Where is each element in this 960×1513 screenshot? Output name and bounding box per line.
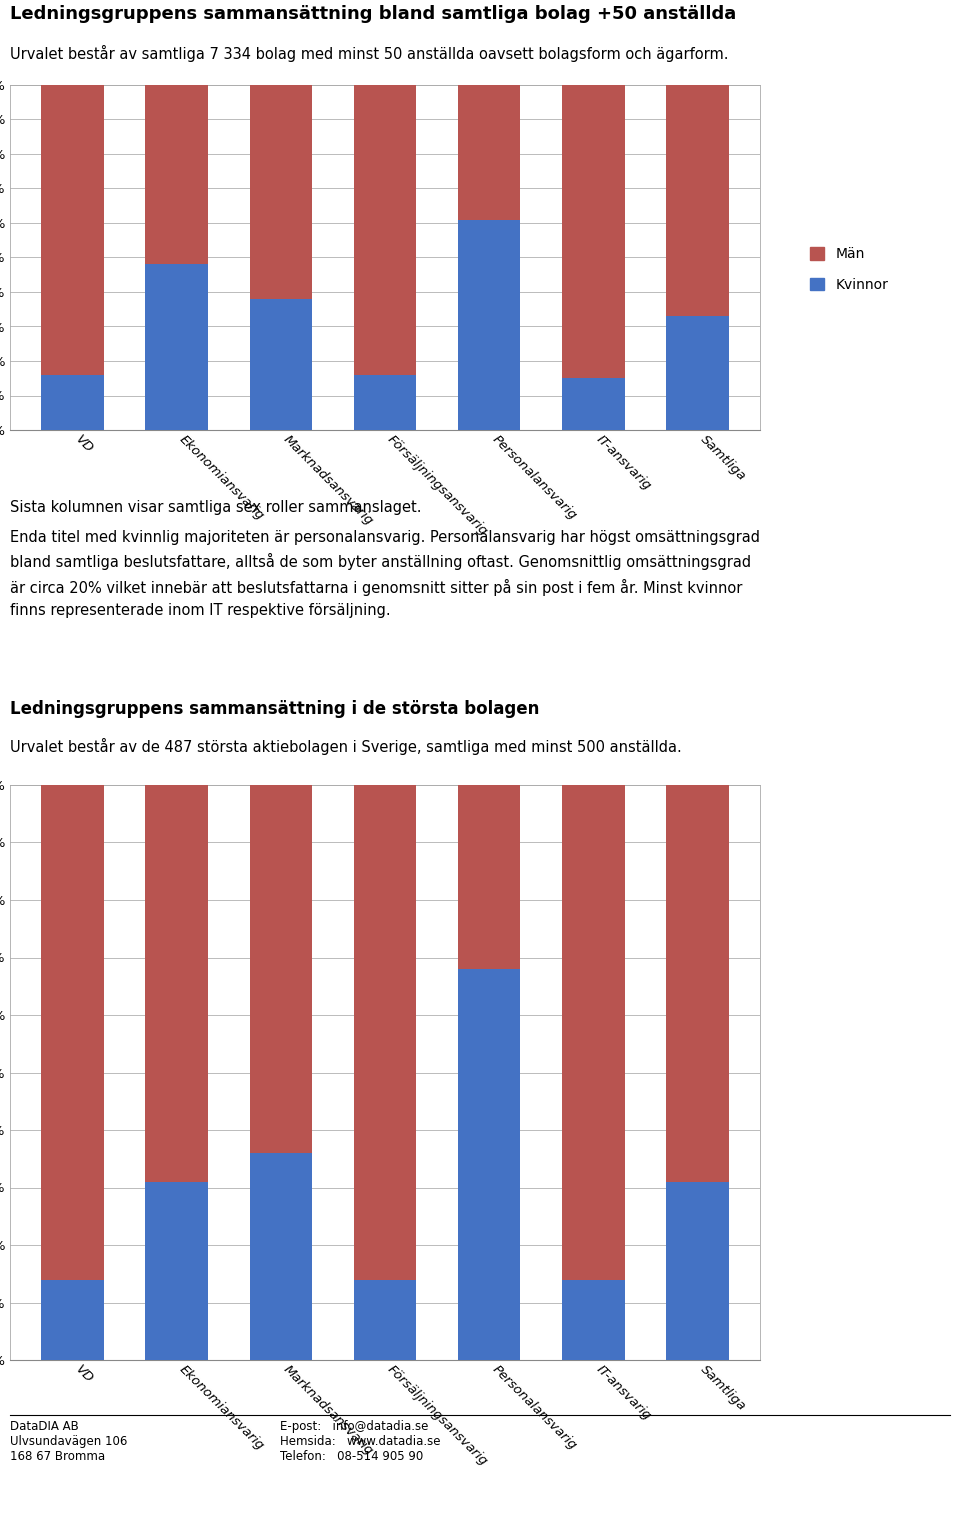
Bar (250, 85, 312, 300)
Bar (145, 265, 208, 430)
Bar (563, 378, 625, 430)
Text: Ledningsgruppens sammansättning i de största bolagen: Ledningsgruppens sammansättning i de stö… (10, 701, 540, 719)
Bar (353, 785, 417, 1280)
Bar (250, 1153, 312, 1360)
Bar (666, 85, 729, 316)
Bar (41, 375, 104, 430)
Legend: Män, Kvinnor: Män, Kvinnor (810, 247, 888, 292)
Text: E-post:   info@datadia.se
Hemsida:   www.datadia.se
Telefon:   08-514 905 90: E-post: info@datadia.se Hemsida: www.dat… (280, 1421, 441, 1463)
Bar (145, 1182, 208, 1360)
Bar (41, 785, 104, 1280)
Text: Sista kolumnen visar samtliga sex roller sammanslaget.: Sista kolumnen visar samtliga sex roller… (10, 499, 421, 514)
Bar (666, 1182, 729, 1360)
Bar (458, 968, 520, 1360)
Text: Urvalet består av samtliga 7 334 bolag med minst 50 anställda oavsett bolagsform: Urvalet består av samtliga 7 334 bolag m… (10, 45, 729, 62)
Bar (353, 1280, 417, 1360)
Bar (145, 85, 208, 265)
Bar (353, 85, 417, 375)
Bar (353, 375, 417, 430)
Bar (458, 219, 520, 430)
Bar (145, 785, 208, 1182)
Bar (563, 1280, 625, 1360)
Bar (250, 785, 312, 1153)
Bar (563, 785, 625, 1280)
Bar (41, 1280, 104, 1360)
Bar (250, 300, 312, 430)
Bar (563, 85, 625, 378)
Bar (41, 85, 104, 375)
Bar (458, 785, 520, 968)
Text: Ledningsgruppens sammansättning bland samtliga bolag +50 anställda: Ledningsgruppens sammansättning bland sa… (10, 5, 736, 23)
Text: Urvalet består av de 487 största aktiebolagen i Sverige, samtliga med minst 500 : Urvalet består av de 487 största aktiebo… (10, 738, 682, 755)
Bar (666, 316, 729, 430)
Bar (666, 785, 729, 1182)
Text: Enda titel med kvinnlig majoriteten är personalansvarig. Personalansvarig har hö: Enda titel med kvinnlig majoriteten är p… (10, 530, 760, 617)
Bar (458, 85, 520, 219)
Text: DataDIA AB
Ulvsundavägen 106
168 67 Bromma: DataDIA AB Ulvsundavägen 106 168 67 Brom… (10, 1421, 128, 1463)
